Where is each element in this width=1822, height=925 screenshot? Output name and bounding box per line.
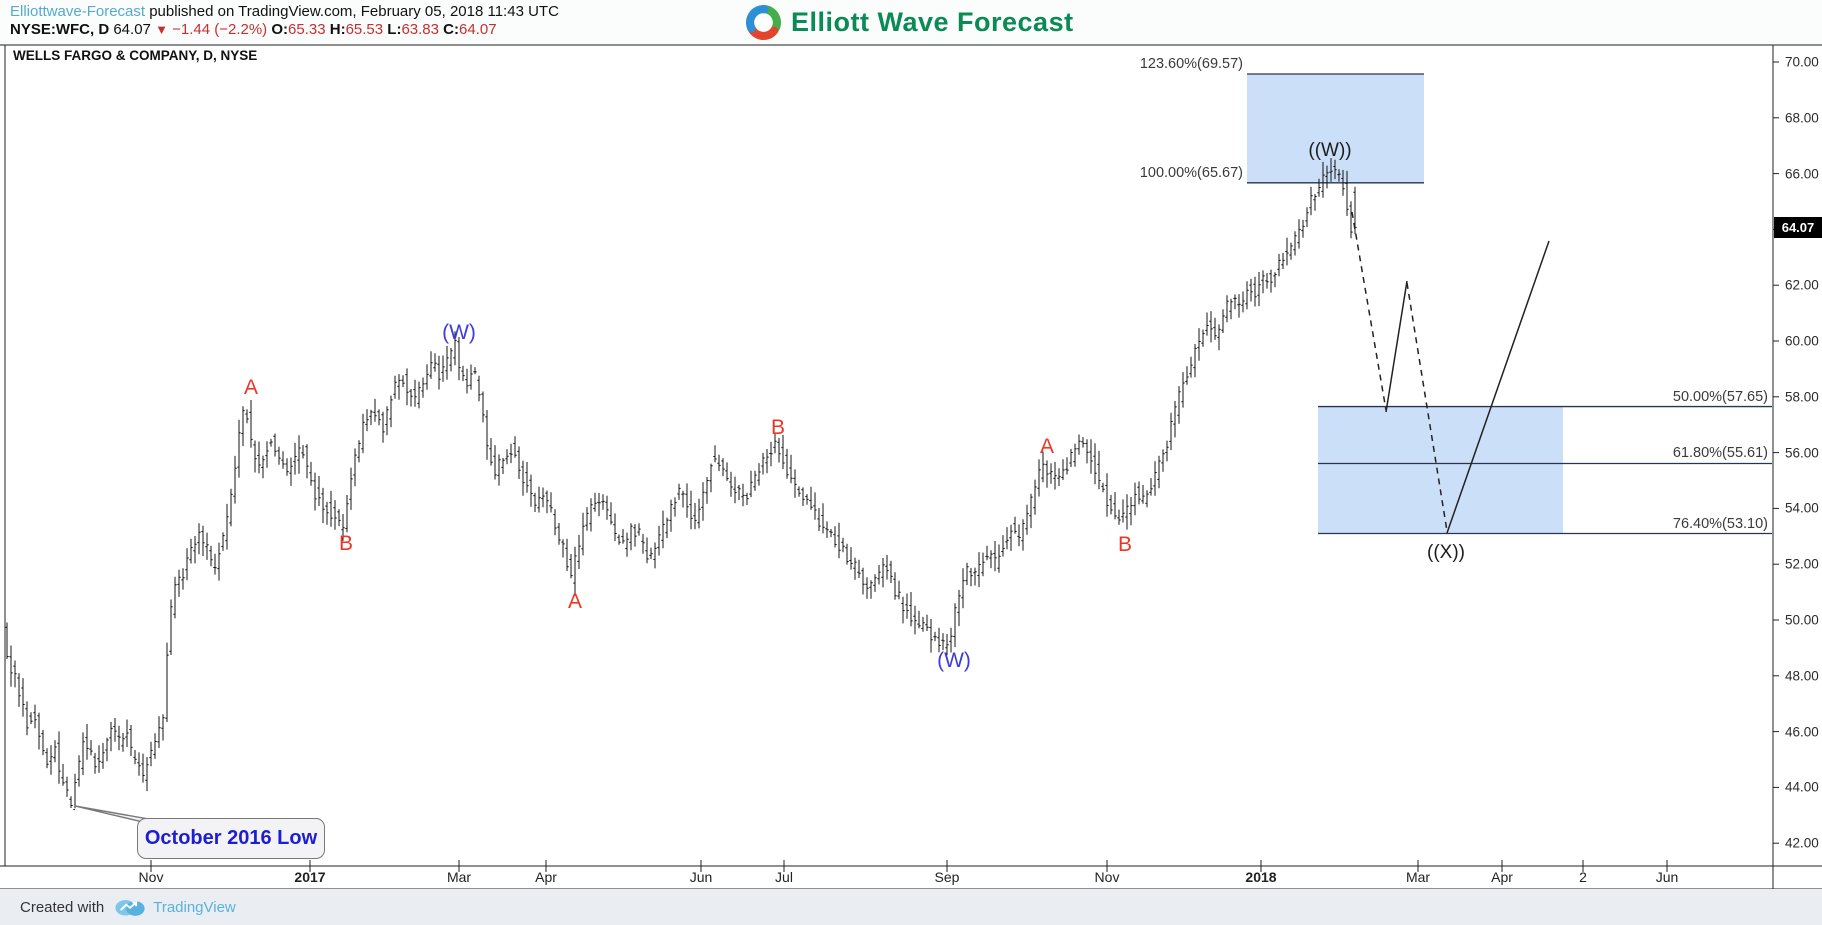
price-change: −1.44 (−2.2%) <box>172 21 268 38</box>
tradingview-name: TradingView <box>153 898 236 916</box>
y-axis-tick-label: 62.00 <box>1785 277 1819 293</box>
tradingview-logo-icon <box>115 900 145 916</box>
publish-line: Elliottwave-Forecast published on Tradin… <box>10 3 559 20</box>
y-axis-tick-label: 42.00 <box>1785 835 1819 851</box>
fib-level-label: 50.00%(57.65) <box>1672 388 1768 405</box>
forecast-path-line <box>1406 282 1448 532</box>
x-axis-tick-label: 2017 <box>294 869 326 885</box>
high-label: H: <box>329 21 346 38</box>
x-axis-tick-label: Apr <box>1491 869 1513 885</box>
forecast-path-line <box>1385 280 1408 413</box>
x-axis-tick-label: Nov <box>1094 869 1120 885</box>
last-price-tag: 64.07 <box>1774 217 1822 238</box>
fib-level-label: 61.80%(55.61) <box>1672 445 1768 462</box>
publish-info: published on TradingView.com, February 0… <box>145 3 559 20</box>
y-axis-tick-label: 44.00 <box>1785 779 1819 795</box>
close-value: 64.07 <box>459 21 497 38</box>
wave-label: ((X)) <box>1427 542 1465 563</box>
y-axis-tick-label: 56.00 <box>1785 445 1819 461</box>
high-value: 65.53 <box>345 21 384 38</box>
y-axis-tick-label: 58.00 <box>1785 389 1819 405</box>
x-axis-tick-label: Nov <box>138 869 164 885</box>
annotation-text: October 2016 Low <box>144 827 318 849</box>
elliott-wave-forecast-brand: Elliott Wave Forecast <box>745 2 1074 42</box>
quote-line: NYSE:WFC, D 64.07 ▼ −1.44 (−2.2%) O:65.3… <box>10 21 497 38</box>
elliott-wave-forecast-logo-icon <box>746 4 781 40</box>
low-label: L: <box>387 21 402 38</box>
created-with-label: Created with <box>20 898 105 916</box>
wave-label: ((W)) <box>1308 140 1352 161</box>
last-price: 64.07 <box>113 21 151 38</box>
y-axis-tick-label: 66.00 <box>1785 166 1819 182</box>
x-axis-tick-label: 2018 <box>1245 869 1277 885</box>
chart-title: WELLS FARGO & COMPANY, D, NYSE <box>13 48 258 63</box>
x-axis-tick-label: Sep <box>934 869 960 885</box>
x-axis-tick-label: Mar <box>446 869 472 885</box>
wave-label: A <box>1039 435 1055 458</box>
fib-target-box <box>1318 406 1563 534</box>
annotation-callout: October 2016 Low <box>137 818 325 859</box>
close-label: C: <box>443 21 459 38</box>
symbol-label: NYSE:WFC, D <box>10 21 110 38</box>
y-axis-tick-label: 50.00 <box>1785 612 1819 628</box>
low-value: 63.83 <box>401 21 439 38</box>
wave-label: A <box>243 376 259 399</box>
wave-label: (W) <box>442 321 476 344</box>
open-label: O: <box>271 21 289 38</box>
fib-level-label: 76.40%(53.10) <box>1672 515 1768 532</box>
wave-label: B <box>1117 533 1133 556</box>
y-axis-tick-label: 46.00 <box>1785 724 1819 740</box>
down-arrow-icon: ▼ <box>155 22 168 37</box>
footer: Created with TradingView <box>0 889 1822 925</box>
wave-label: A <box>567 590 583 613</box>
x-axis-tick-label: Jul <box>775 869 793 885</box>
forecast-path-line <box>1351 211 1387 411</box>
ohlc-bars <box>5 158 1357 811</box>
y-axis-tick-label: 70.00 <box>1785 54 1819 70</box>
x-axis-tick-label: Apr <box>535 869 557 885</box>
wave-label: B <box>770 416 786 439</box>
fib-level-label: 123.60%(69.57) <box>1139 55 1243 72</box>
x-axis-tick-label: Jun <box>689 869 713 885</box>
publisher-link[interactable]: Elliottwave-Forecast <box>10 3 146 20</box>
y-axis-tick-label: 54.00 <box>1785 500 1819 516</box>
wave-label: (W) <box>937 649 971 672</box>
brand-name: Elliott Wave Forecast <box>791 6 1074 37</box>
y-axis-tick-label: 48.00 <box>1785 668 1819 684</box>
wave-label: B <box>338 532 354 555</box>
x-axis-tick-label: Mar <box>1405 869 1431 885</box>
y-axis-tick-label: 60.00 <box>1785 333 1819 349</box>
y-axis-tick-label: 68.00 <box>1785 110 1819 126</box>
forecast-path-line <box>1446 240 1550 534</box>
x-axis-tick-label: 2 <box>1579 869 1587 885</box>
tradingview-attribution[interactable]: TradingView <box>114 897 236 917</box>
open-value: 65.33 <box>288 21 326 38</box>
header: Elliottwave-Forecast published on Tradin… <box>0 0 1822 45</box>
x-axis-tick-label: Jun <box>1655 869 1679 885</box>
fib-level-label: 100.00%(65.67) <box>1139 164 1243 181</box>
y-axis-tick-label: 52.00 <box>1785 556 1819 572</box>
